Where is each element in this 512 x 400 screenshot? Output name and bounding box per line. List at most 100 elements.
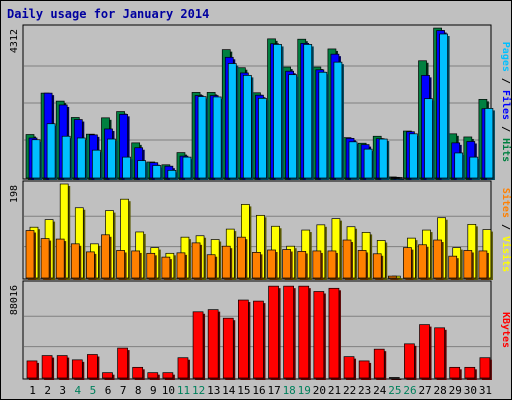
x-tick-label-24: 24 — [373, 384, 387, 397]
ymax-label-sites-visits: 198 — [9, 185, 20, 203]
kbytes-bar-12 — [192, 311, 204, 379]
pages-bar-8 — [137, 160, 147, 179]
kbytes-bar-23 — [358, 360, 370, 379]
pages-bar-21 — [333, 61, 343, 179]
pages-bar-4 — [76, 137, 86, 179]
pages-bar-24 — [378, 138, 388, 179]
sites-bar-20 — [312, 250, 322, 279]
pages-bar-19 — [303, 44, 313, 179]
pages-bar-29 — [454, 152, 464, 179]
kbytes-bar-4 — [71, 359, 83, 379]
kbytes-bar-2 — [41, 355, 53, 379]
chart-title: Daily usage for January 2014 — [7, 7, 210, 21]
sites-bar-21 — [327, 250, 337, 279]
kbytes-bar-13 — [207, 309, 219, 379]
sites-bar-18 — [282, 249, 291, 279]
pages-bar-16 — [258, 97, 267, 179]
x-tick-label-21: 21 — [328, 384, 341, 397]
x-tick-label-22: 22 — [343, 384, 356, 397]
kbytes-bar-30 — [464, 366, 476, 379]
kbytes-bar-16 — [253, 300, 264, 379]
legend-visits: Visits — [500, 236, 511, 272]
pages-bar-6 — [107, 138, 116, 179]
x-tick-label-28: 28 — [434, 384, 447, 397]
kbytes-bar-11 — [177, 357, 189, 379]
pages-bar-31 — [484, 108, 494, 179]
x-tick-label-27: 27 — [418, 384, 431, 397]
kbytes-bar-25 — [388, 377, 400, 379]
sites-bar-27 — [418, 244, 427, 279]
kbytes-bar-19 — [298, 285, 310, 379]
kbytes-bar-18 — [283, 285, 294, 379]
legend-pages: Pages — [500, 42, 511, 72]
x-tick-label-23: 23 — [358, 384, 371, 397]
pages-bar-28 — [439, 33, 448, 179]
sites-bar-12 — [191, 242, 201, 279]
pages-bar-2 — [46, 123, 56, 179]
x-tick-label-3: 3 — [59, 384, 66, 397]
pages-bar-1 — [31, 139, 41, 179]
x-tick-label-1: 1 — [29, 384, 36, 397]
sites-bar-26 — [403, 247, 412, 279]
sites-bar-9 — [146, 252, 156, 279]
kbytes-bar-5 — [87, 354, 98, 379]
kbytes-bar-10 — [162, 372, 174, 379]
legend-hits-files-pages: Pages / Files / Hits — [500, 42, 511, 162]
ymax-label-kbytes: 88016 — [9, 285, 20, 315]
sites-bar-14 — [221, 245, 231, 279]
kbytes-bar-7 — [117, 347, 128, 379]
x-tick-label-30: 30 — [464, 384, 477, 397]
x-tick-label-6: 6 — [105, 384, 112, 397]
kbytes-bar-17 — [268, 285, 279, 379]
pages-bar-10 — [167, 169, 177, 179]
x-tick-label-12: 12 — [192, 384, 205, 397]
sites-bar-30 — [463, 250, 473, 279]
sites-bar-29 — [448, 255, 458, 279]
legend-files: Files — [500, 90, 511, 120]
pages-bar-15 — [243, 75, 252, 179]
x-tick-label-7: 7 — [120, 384, 127, 397]
x-tick-label-25: 25 — [388, 384, 401, 397]
sites-bar-25 — [387, 275, 397, 279]
pages-bar-11 — [182, 156, 192, 179]
sites-bar-5 — [86, 251, 95, 279]
x-tick-label-11: 11 — [177, 384, 190, 397]
x-tick-label-19: 19 — [298, 384, 311, 397]
sites-bar-22 — [342, 239, 352, 279]
kbytes-bar-9 — [147, 372, 159, 379]
x-tick-label-9: 9 — [150, 384, 157, 397]
pages-bar-22 — [348, 141, 358, 179]
kbytes-bar-3 — [56, 355, 68, 379]
sites-bar-19 — [297, 251, 307, 279]
sites-bar-7 — [116, 250, 125, 279]
kbytes-bar-6 — [102, 372, 113, 379]
x-tick-label-2: 2 — [44, 384, 51, 397]
kbytes-bar-28 — [434, 327, 445, 379]
sites-bar-4 — [70, 243, 80, 279]
x-tick-label-17: 17 — [267, 384, 280, 397]
kbytes-bar-22 — [343, 356, 355, 379]
x-tick-label-29: 29 — [449, 384, 462, 397]
kbytes-bar-26 — [404, 343, 415, 379]
x-tick-label-18: 18 — [283, 384, 296, 397]
x-tick-label-5: 5 — [90, 384, 97, 397]
ymax-label-hits-files-pages: 4312 — [9, 29, 20, 53]
sites-bar-31 — [478, 250, 488, 279]
x-tick-label-8: 8 — [135, 384, 142, 397]
sites-bar-16 — [252, 252, 261, 279]
pages-bar-14 — [227, 63, 237, 179]
kbytes-bar-29 — [449, 366, 461, 379]
sites-bar-8 — [131, 250, 141, 279]
pages-bar-20 — [318, 71, 328, 179]
sites-bar-10 — [161, 256, 171, 279]
sites-bar-13 — [206, 254, 216, 279]
sites-bar-6 — [101, 234, 110, 279]
pages-bar-7 — [122, 156, 131, 179]
kbytes-bar-1 — [26, 360, 38, 379]
x-tick-label-10: 10 — [162, 384, 175, 397]
legend-sites: Sites — [500, 188, 511, 218]
kbytes-bar-8 — [132, 366, 144, 379]
x-tick-label-14: 14 — [222, 384, 236, 397]
